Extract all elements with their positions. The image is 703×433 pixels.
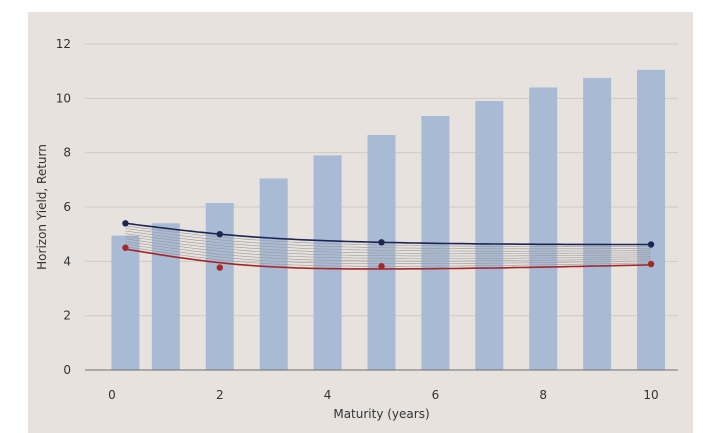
y-tick-label: 4 [63,254,71,268]
chart-panel: 0 2 4 6 8 10 12 0 2 4 6 8 10 Maturity (years) Horiz… [28,12,693,433]
band-line [125,228,651,250]
band-line [125,238,652,259]
lower-curve [125,248,652,270]
x-tick-label: 4 [324,388,332,402]
bar [151,223,180,370]
y-axis-label: Horizon Yield, Return [35,144,49,270]
x-tick-labels: 0 2 4 6 8 10 [108,388,659,402]
lower-point [122,244,129,251]
x-tick-label: 10 [643,388,658,402]
y-tick-label: 2 [63,309,71,323]
horizon-yield-chart: 0 2 4 6 8 10 12 0 2 4 6 8 10 Maturity (years) Horiz… [35,37,678,421]
y-tick-label: 12 [56,37,71,51]
y-tick-label: 10 [56,91,71,105]
bar [583,77,612,370]
bar [367,135,396,370]
bar [475,101,504,371]
upper-point [122,220,129,227]
band-line [125,233,652,254]
bars [111,69,666,371]
lower-point [378,263,385,270]
upper-curve [125,222,651,246]
bar [111,235,140,370]
curve-points [122,220,655,271]
x-axis-label: Maturity (years) [333,407,429,421]
y-tick-label: 6 [63,200,71,214]
band-line [125,230,651,252]
bar [259,178,288,370]
band-line [125,235,651,257]
bar [529,87,558,370]
band-line [125,225,651,247]
curves [125,222,652,270]
lower-point [216,264,223,271]
bar [637,69,666,370]
y-tick-labels: 0 2 4 6 8 10 12 [56,37,71,377]
x-tick-label: 8 [539,388,547,402]
x-tick-label: 2 [216,388,224,402]
band-line [125,243,652,264]
lower-point [647,260,655,268]
curve-band [125,225,652,267]
upper-point [378,239,385,246]
y-tick-label: 8 [63,146,71,160]
band-line [125,241,652,262]
y-tick-label: 0 [63,363,71,377]
band-line [125,246,652,267]
x-tick-label: 6 [432,388,440,402]
upper-point [647,241,655,248]
bar [205,202,234,370]
x-tick-label: 0 [108,388,116,402]
upper-point [216,230,223,238]
